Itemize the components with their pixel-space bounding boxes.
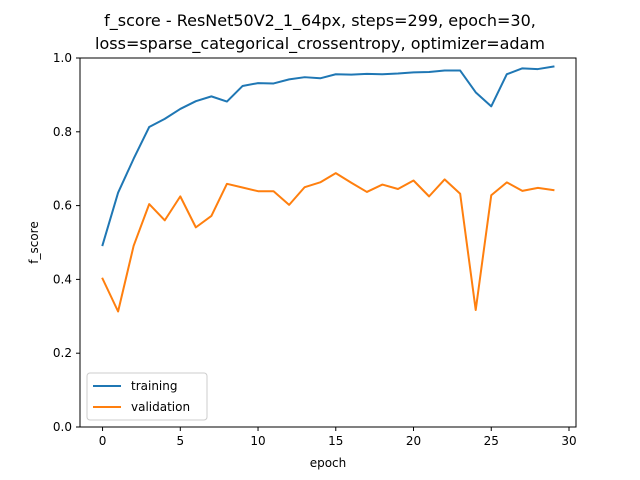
y-tick-label: 0.6 <box>53 199 72 213</box>
x-tick-label: 0 <box>99 434 107 448</box>
chart-title-line-2: loss=sparse_categorical_crossentropy, op… <box>95 34 545 53</box>
axes-frame <box>79 57 577 428</box>
x-axis-label: epoch <box>310 456 347 470</box>
legend: training validation <box>86 372 208 421</box>
y-tick-label: 0.0 <box>53 420 72 434</box>
legend-box <box>86 372 208 421</box>
y-tick-label: 0.4 <box>53 272 72 286</box>
x-tick-label: 30 <box>561 434 576 448</box>
x-tick-label: 5 <box>176 434 184 448</box>
legend-label-training: training <box>131 379 178 393</box>
x-tick-label: 10 <box>250 434 265 448</box>
chart-title-line-1: f_score - ResNet50V2_1_64px, steps=299, … <box>104 11 536 30</box>
plot-area <box>101 65 555 313</box>
x-tick-label: 20 <box>406 434 421 448</box>
legend-label-validation: validation <box>131 400 190 414</box>
series-line-validation <box>101 172 555 313</box>
x-tick-label: 25 <box>484 434 499 448</box>
y-axis-label: f_score <box>27 221 41 263</box>
y-tick-label: 0.2 <box>53 346 72 360</box>
x-tick-label: 15 <box>328 434 343 448</box>
y-tick-label: 0.8 <box>53 125 72 139</box>
y-tick-label: 1.0 <box>53 51 72 65</box>
axes: 0 5 10 15 20 25 30 0.0 0.2 0.4 0.6 0.8 1.0 epoch f_sco… <box>27 51 577 470</box>
series-line-training <box>101 65 555 247</box>
